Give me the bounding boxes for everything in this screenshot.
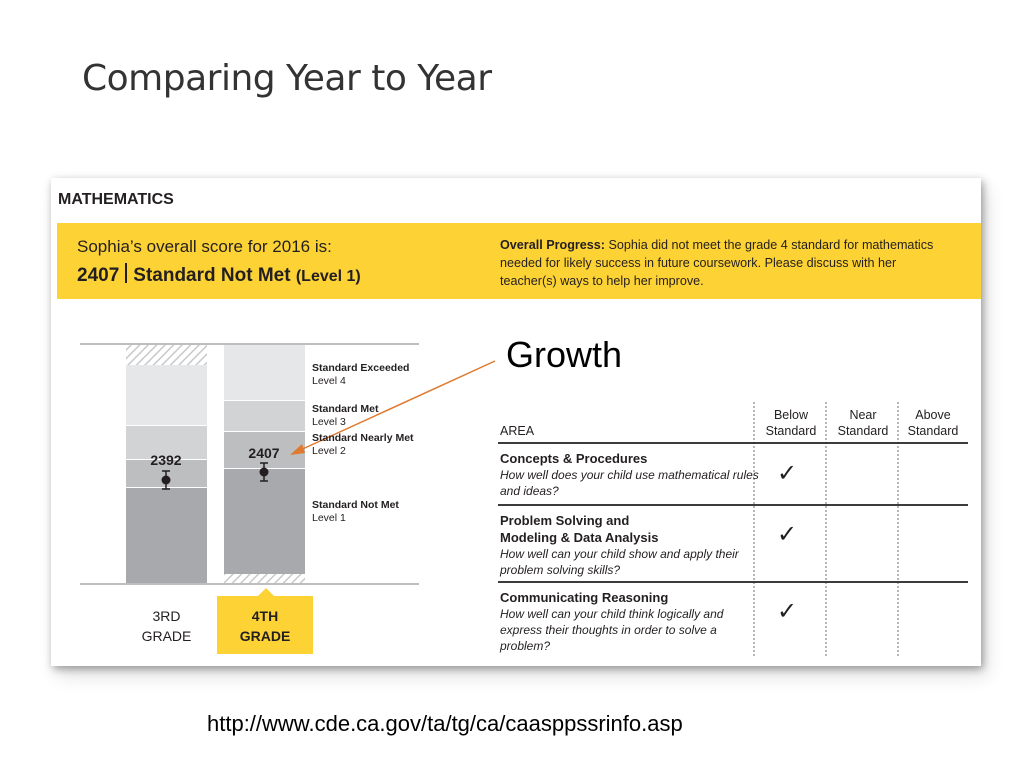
overall-progress: Overall Progress: Sophia did not meet th…: [500, 236, 940, 290]
overall-score: 2407 Standard Not Met (Level 1): [77, 263, 361, 287]
score-intro: Sophia’s overall score for 2016 is:: [77, 237, 332, 256]
bar-segment-level1: [126, 488, 207, 583]
score-point: [161, 475, 171, 485]
grade-label-4th: 4TH GRADE: [239, 608, 291, 644]
bar-3rd-grade: 2392: [126, 345, 207, 583]
growth-annotation: Growth: [506, 334, 623, 375]
bar-segment-level4: [224, 345, 305, 400]
level-label-2: Standard Nearly Met Level 2: [312, 432, 414, 457]
score-report-panel: MATHEMATICS Sophia’s overall score for 2…: [51, 178, 981, 666]
bar-segment-level3: [224, 401, 305, 431]
growth-arrow-line: [295, 360, 496, 453]
bar-score-label: 2407: [248, 445, 279, 461]
bar-4th-grade: 2407: [224, 345, 305, 583]
area-row-concepts: Concepts & Procedures How well does your…: [500, 451, 759, 498]
col-head-above-standard: Above Standard: [907, 408, 959, 438]
bar-segment-level1: [224, 469, 305, 574]
level-label-4: Standard Exceeded Level 4: [312, 362, 410, 387]
bar-hatch-bottom: [224, 574, 305, 583]
overall-score-band: Sophia’s overall score for 2016 is: 2407…: [57, 223, 981, 299]
check-mark-icon: ✓: [777, 520, 798, 548]
check-mark-icon: ✓: [777, 597, 798, 625]
level-label-1: Standard Not Met Level 1: [312, 499, 399, 524]
subject-heading: MATHEMATICS: [58, 191, 174, 208]
col-head-below-standard: Below Standard: [765, 408, 817, 438]
current-grade-highlight: [217, 596, 313, 654]
bar-hatch-top: [126, 345, 207, 365]
bar-segment-level2: [224, 432, 305, 468]
bar-score-label: 2392: [150, 452, 181, 468]
source-url: http://www.cde.ca.gov/ta/tg/ca/caasppssr…: [207, 711, 683, 736]
growth-arrow-head: [290, 444, 305, 455]
progress-label: Overall Progress:: [500, 238, 605, 252]
bar-segment-level3: [126, 426, 207, 459]
score-divider: [125, 263, 128, 283]
area-row-problem-solving: Problem Solving and Modeling & Data Anal…: [500, 513, 739, 577]
area-column-header: AREA: [500, 424, 535, 438]
score-level: (Level 1): [295, 268, 361, 285]
bar-segment-level4: [126, 365, 207, 425]
area-row-communicating: Communicating Reasoning How well can you…: [500, 590, 724, 653]
progress-text: Sophia did not meet the grade 4 standard…: [500, 238, 934, 288]
score-value: 2407: [77, 265, 120, 286]
score-history-chart: 2392 2407: [80, 343, 968, 658]
level-label-3: Standard Met Level 3: [312, 403, 379, 428]
grade-label-3rd: 3RD GRADE: [141, 608, 192, 644]
check-mark-icon: ✓: [777, 459, 798, 487]
current-grade-pointer: [258, 588, 274, 596]
score-point: [259, 467, 269, 477]
col-head-near-standard: Near Standard: [837, 408, 889, 438]
score-status: Standard Not Met: [133, 265, 291, 286]
slide-title: Comparing Year to Year: [82, 58, 492, 99]
